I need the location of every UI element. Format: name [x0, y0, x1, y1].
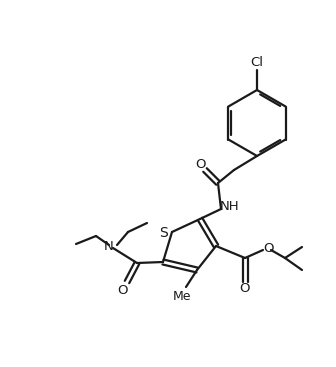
Text: O: O — [118, 283, 128, 297]
Text: O: O — [263, 243, 273, 255]
Text: S: S — [160, 226, 168, 240]
Text: N: N — [104, 240, 114, 254]
Text: NH: NH — [220, 200, 240, 214]
Text: Me: Me — [173, 290, 191, 302]
Text: Cl: Cl — [251, 57, 263, 69]
Text: O: O — [240, 283, 250, 295]
Text: O: O — [196, 157, 206, 171]
